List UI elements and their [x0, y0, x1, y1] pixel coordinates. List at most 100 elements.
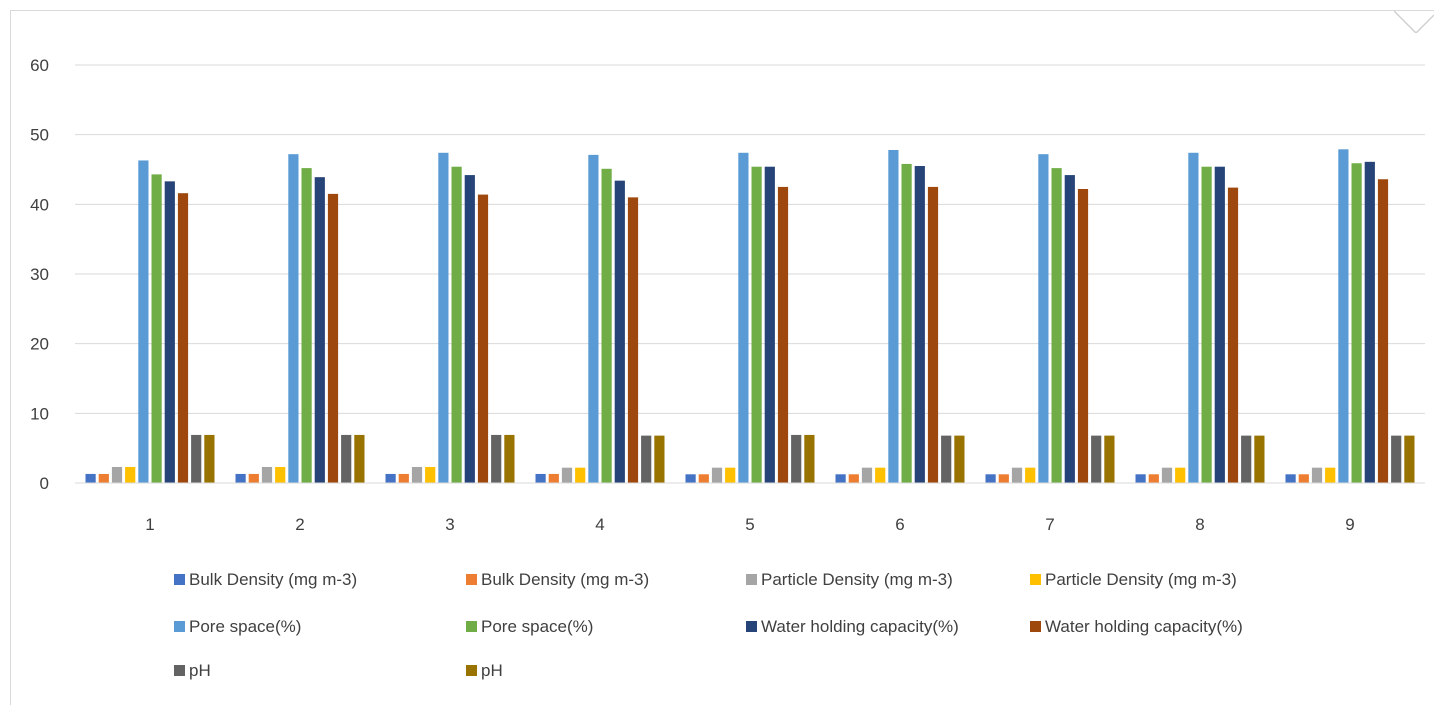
x-tick-label: 1	[145, 515, 154, 534]
bar	[177, 193, 189, 484]
legend-label: pH	[189, 661, 211, 680]
legend-swatch	[746, 574, 757, 585]
bar	[1091, 435, 1102, 483]
bar	[998, 474, 1009, 483]
bar	[985, 474, 996, 483]
bar	[164, 181, 175, 484]
bar	[1011, 467, 1023, 483]
bar	[848, 474, 859, 483]
y-tick-label: 20	[30, 335, 49, 354]
bar	[711, 467, 723, 483]
x-axis-tick-labels: 1 2 3 4 5 6 7 8 9	[145, 515, 1354, 534]
x-tick-label: 9	[1345, 515, 1354, 534]
bar	[1077, 189, 1089, 484]
bar	[477, 194, 489, 483]
legend-swatch	[174, 621, 185, 632]
bar	[888, 149, 899, 483]
bar	[791, 434, 802, 483]
legend-swatch	[746, 621, 757, 632]
bar	[914, 166, 925, 483]
y-tick-label: 30	[30, 265, 49, 284]
x-tick-label: 8	[1195, 515, 1204, 534]
y-tick-label: 40	[30, 195, 49, 214]
bar	[125, 466, 136, 483]
bar	[751, 166, 762, 484]
legend-swatch	[466, 574, 477, 585]
bar	[1201, 166, 1212, 484]
bar	[491, 434, 502, 483]
bar	[191, 434, 202, 483]
bar	[698, 474, 709, 483]
legend-label: pH	[481, 661, 503, 680]
bar	[275, 466, 286, 483]
page-corner-mark	[1394, 11, 1434, 33]
bar	[1148, 474, 1159, 483]
bar	[1364, 161, 1375, 483]
bar	[341, 434, 352, 483]
legend-label: Bulk Density (mg m-3)	[481, 570, 649, 589]
x-tick-label: 3	[445, 515, 454, 534]
bar	[398, 473, 409, 483]
bar	[151, 174, 162, 484]
bar	[1038, 154, 1049, 483]
bar	[725, 467, 736, 483]
bar	[861, 467, 873, 483]
bar	[1064, 175, 1075, 483]
bar	[1325, 467, 1336, 483]
x-tick-label: 2	[295, 515, 304, 534]
bar	[777, 186, 789, 483]
y-tick-label: 10	[30, 404, 49, 423]
legend-swatch	[1030, 574, 1041, 585]
bar	[1175, 467, 1186, 483]
bar	[248, 473, 259, 483]
legend-swatch	[174, 574, 185, 585]
bar	[614, 180, 625, 483]
bar	[738, 152, 749, 483]
bar	[804, 434, 815, 483]
bar	[561, 467, 573, 483]
bar	[1241, 435, 1252, 483]
bar	[504, 434, 515, 483]
bar	[1227, 187, 1239, 483]
bar	[1025, 467, 1036, 483]
bar	[1135, 474, 1146, 483]
bar	[261, 466, 273, 483]
y-tick-label: 60	[30, 56, 49, 75]
bar	[235, 473, 246, 483]
bar	[111, 466, 123, 483]
bar	[1104, 435, 1115, 483]
x-tick-label: 4	[595, 515, 604, 534]
bar	[954, 435, 965, 483]
bar	[548, 473, 559, 483]
legend-label: Water holding capacity(%)	[761, 617, 959, 636]
bar	[1338, 149, 1349, 483]
y-tick-label: 0	[40, 474, 49, 493]
bar	[1404, 435, 1415, 483]
legend-swatch	[1030, 621, 1041, 632]
bar	[301, 168, 312, 483]
bar	[204, 434, 215, 483]
bar	[927, 186, 939, 483]
bar	[627, 197, 639, 483]
bar	[685, 474, 696, 483]
bar	[385, 473, 396, 483]
bar	[451, 166, 462, 484]
bar	[835, 474, 846, 483]
legend-swatch	[174, 665, 185, 676]
bar	[535, 473, 546, 483]
bar	[138, 160, 149, 483]
bar	[1285, 474, 1296, 483]
bar	[327, 193, 339, 483]
y-axis-tick-labels: 0 10 20 30 40 50 60	[30, 56, 49, 493]
y-tick-label: 50	[30, 126, 49, 145]
legend-swatch	[466, 665, 477, 676]
bar	[354, 434, 365, 483]
bar	[438, 152, 449, 483]
bar	[764, 166, 775, 484]
bar	[464, 175, 475, 483]
bar	[588, 154, 599, 483]
bar	[641, 435, 652, 483]
bar	[98, 473, 109, 483]
bar	[601, 168, 612, 483]
